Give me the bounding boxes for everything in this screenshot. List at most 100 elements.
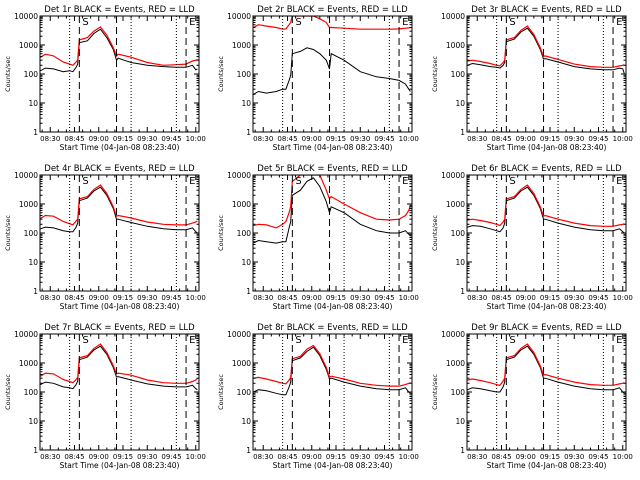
x-tick-label: 09:45 xyxy=(161,294,181,302)
x-tick-label: 09:45 xyxy=(374,453,394,461)
y-tick-label: 100 xyxy=(237,388,252,397)
y-tick-label: 10000 xyxy=(14,330,38,339)
y-axis-label: Counts/sec xyxy=(217,215,225,251)
y-tick-label: 10000 xyxy=(441,171,465,180)
x-tick-label: 08:45 xyxy=(277,453,297,461)
x-tick-label: 10:00 xyxy=(613,294,633,302)
y-tick-label: 100 xyxy=(24,70,39,79)
x-tick-label: 10:00 xyxy=(399,135,419,143)
x-tick-label: 08:45 xyxy=(277,135,297,143)
y-axis-label: Counts/sec xyxy=(4,56,12,92)
y-tick-label: 1 xyxy=(246,446,251,455)
x-tick-label: 08:30 xyxy=(40,135,60,143)
y-tick-label: 10000 xyxy=(441,12,465,21)
x-tick-label: 08:30 xyxy=(40,294,60,302)
panel-title: Det 9r BLACK = Events, RED = LLD xyxy=(471,323,622,333)
x-tick-label: 09:30 xyxy=(137,294,157,302)
panel-title: Det 6r BLACK = Events, RED = LLD xyxy=(471,164,622,174)
x-tick-label: 09:30 xyxy=(350,453,370,461)
x-tick-label: 10:00 xyxy=(399,294,419,302)
panel-det-2: Det 2r BLACK = Events, RED = LLD S E 1 10 100… xyxy=(217,5,419,152)
x-tick-label: 10:00 xyxy=(186,294,206,302)
panel-title: Det 1r BLACK = Events, RED = LLD xyxy=(44,5,195,15)
x-tick-label: 09:30 xyxy=(137,135,157,143)
y-tick-label: 1000 xyxy=(232,200,251,209)
y-tick-label: 10 xyxy=(28,417,38,426)
x-tick-label: 09:45 xyxy=(588,135,608,143)
marker-label: S xyxy=(295,335,301,346)
marker-label: S xyxy=(509,17,515,28)
x-tick-label: 09:00 xyxy=(89,135,109,143)
y-tick-label: 1000 xyxy=(19,41,38,50)
x-tick-label: 08:30 xyxy=(467,135,487,143)
x-tick-label: 09:45 xyxy=(374,135,394,143)
x-tick-label: 09:00 xyxy=(516,135,536,143)
panel-det-3: Det 3r BLACK = Events, RED = LLD S E 1 10 100… xyxy=(431,5,633,152)
lld-series-line xyxy=(40,26,198,66)
x-axis-label: Start Time (04-Jan-08 08:23:40) xyxy=(273,302,393,311)
y-tick-label: 1 xyxy=(460,128,465,137)
x-axis-label: Start Time (04-Jan-08 08:23:40) xyxy=(60,143,180,152)
x-tick-label: 09:00 xyxy=(89,453,109,461)
marker-label: E xyxy=(616,176,622,187)
x-axis-label: Start Time (04-Jan-08 08:23:40) xyxy=(60,302,180,311)
lld-series-line xyxy=(40,184,198,226)
marker-label: E xyxy=(189,17,195,28)
y-tick-label: 100 xyxy=(24,388,39,397)
y-tick-label: 1 xyxy=(246,128,251,137)
y-axis-label: Counts/sec xyxy=(4,374,12,410)
y-tick-label: 10 xyxy=(241,417,251,426)
y-tick-label: 10 xyxy=(455,417,465,426)
x-tick-label: 08:45 xyxy=(64,135,84,143)
x-tick-label: 08:30 xyxy=(467,294,487,302)
x-axis-label: Start Time (04-Jan-08 08:23:40) xyxy=(487,302,607,311)
x-tick-label: 09:45 xyxy=(588,294,608,302)
y-axis-label: Counts/sec xyxy=(431,56,439,92)
x-tick-label: 09:15 xyxy=(326,135,346,143)
x-tick-label: 09:15 xyxy=(113,135,133,143)
x-tick-label: 09:15 xyxy=(540,294,560,302)
lld-series-line xyxy=(467,184,625,227)
y-tick-label: 1 xyxy=(460,446,465,455)
x-tick-label: 08:45 xyxy=(491,135,511,143)
lld-series-line xyxy=(253,175,411,229)
x-tick-label: 08:30 xyxy=(253,135,273,143)
marker-label: E xyxy=(402,335,408,346)
x-tick-label: 09:00 xyxy=(516,294,536,302)
plot-frame xyxy=(466,333,627,451)
events-series-line xyxy=(467,27,625,75)
panel-det-9: Det 9r BLACK = Events, RED = LLD S E 1 10 100… xyxy=(431,323,633,470)
marker-label: E xyxy=(402,176,408,187)
y-tick-label: 10000 xyxy=(227,12,251,21)
lld-series-line xyxy=(253,344,411,387)
marker-label: E xyxy=(189,176,195,187)
y-axis-label: Counts/sec xyxy=(217,56,225,92)
y-tick-label: 10 xyxy=(241,99,251,108)
x-tick-label: 08:30 xyxy=(40,453,60,461)
panel-det-1: Det 1r BLACK = Events, RED = LLD S E 1 10 100… xyxy=(4,5,206,152)
x-tick-label: 10:00 xyxy=(613,453,633,461)
x-tick-label: 10:00 xyxy=(186,135,206,143)
marker-label: S xyxy=(295,176,301,187)
x-axis-label: Start Time (04-Jan-08 08:23:40) xyxy=(487,461,607,470)
y-tick-label: 1 xyxy=(33,287,38,296)
marker-label: E xyxy=(402,17,408,28)
panel-det-7: Det 7r BLACK = Events, RED = LLD S E 1 10 100… xyxy=(4,323,206,470)
y-axis-label: Counts/sec xyxy=(431,374,439,410)
y-tick-label: 10000 xyxy=(227,171,251,180)
marker-label: S xyxy=(509,335,515,346)
x-tick-label: 09:30 xyxy=(564,135,584,143)
events-series-line xyxy=(40,186,198,234)
y-tick-label: 1 xyxy=(33,128,38,137)
y-tick-label: 1000 xyxy=(232,359,251,368)
plot-frame xyxy=(466,174,627,292)
x-tick-label: 08:45 xyxy=(491,294,511,302)
plot-frame xyxy=(252,15,413,133)
y-tick-label: 1000 xyxy=(19,359,38,368)
x-tick-label: 08:30 xyxy=(253,453,273,461)
y-tick-label: 10 xyxy=(241,258,251,267)
x-tick-label: 09:00 xyxy=(302,294,322,302)
panel-title: Det 8r BLACK = Events, RED = LLD xyxy=(257,323,408,333)
x-tick-label: 08:45 xyxy=(277,294,297,302)
